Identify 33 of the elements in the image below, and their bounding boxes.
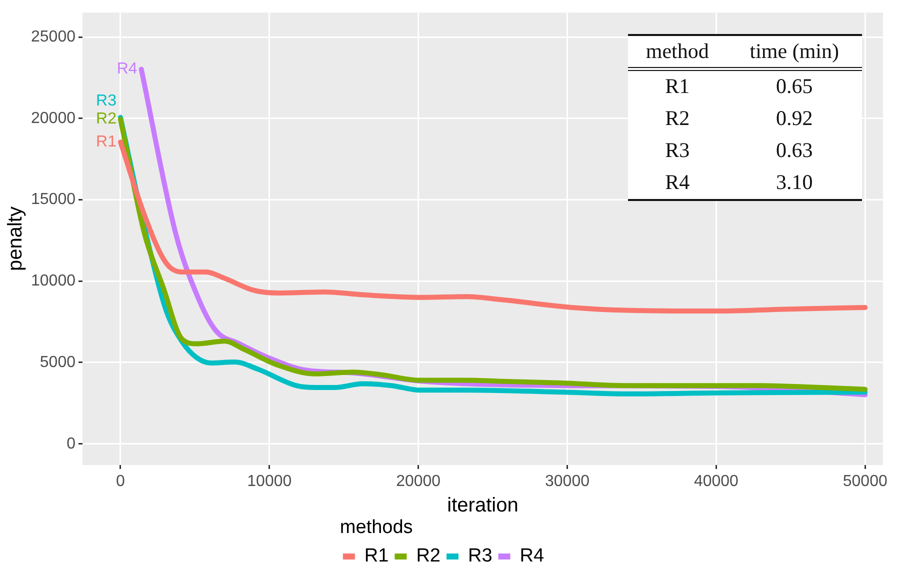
category-label: R3 [664, 137, 691, 164]
legend-title: methods [340, 516, 413, 538]
x-tick-label: 50000 [842, 473, 888, 490]
legend-label: R3 [468, 546, 492, 567]
text: method [628, 35, 727, 69]
x-tick-label: 30000 [545, 473, 590, 490]
x-axis-title: iteration [447, 494, 518, 517]
text: 3.10 [776, 170, 813, 194]
category-label: R2 [664, 105, 691, 132]
category-label: R1 [664, 73, 691, 100]
annotation: R3 [96, 92, 117, 110]
text: 0.65 [776, 74, 813, 98]
annotation: R1 [96, 133, 117, 150]
annotation: R4 [116, 60, 138, 78]
text: 0.92 [776, 106, 813, 130]
category-label: R4 [628, 167, 727, 200]
y-tick-label: 10000 [30, 272, 76, 290]
y-axis-title: penalty [4, 206, 27, 272]
x-tick-label: 40000 [694, 473, 739, 490]
x-tick-label: 20000 [396, 473, 441, 490]
y-tick-label: 25000 [30, 28, 76, 46]
y-tick-label: 15000 [30, 191, 76, 208]
legend-label: R4 [520, 546, 545, 567]
y-tick-label: 0 [66, 435, 76, 452]
y-tick-label: 5000 [40, 354, 76, 371]
legend-label: R1 [364, 546, 389, 567]
annotation: R2 [96, 110, 117, 128]
legend-label: R2 [416, 546, 441, 567]
text: 0.63 [776, 138, 813, 162]
x-tick-label: 0 [116, 473, 126, 490]
text: time (min) [726, 35, 862, 69]
y-tick-label: 20000 [30, 110, 76, 127]
x-tick-label: 10000 [247, 473, 292, 490]
